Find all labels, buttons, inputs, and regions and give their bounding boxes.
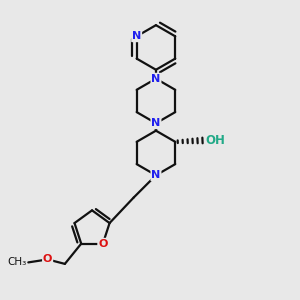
- Text: O: O: [98, 239, 108, 249]
- Text: N: N: [151, 74, 160, 84]
- Text: OH: OH: [205, 134, 225, 147]
- Text: CH₃: CH₃: [8, 257, 27, 267]
- Text: N: N: [151, 170, 160, 180]
- Text: N: N: [132, 31, 141, 41]
- Text: N: N: [151, 118, 160, 128]
- Polygon shape: [153, 123, 159, 131]
- Text: O: O: [43, 254, 52, 264]
